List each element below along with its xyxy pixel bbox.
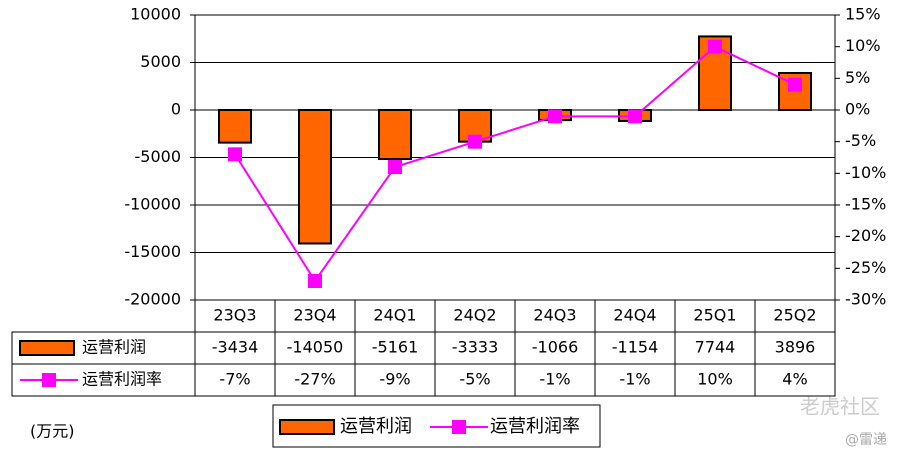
y-tick-label: 5000 bbox=[140, 52, 181, 71]
y-tick-label: 0 bbox=[171, 100, 181, 119]
table-cell: 10% bbox=[697, 370, 733, 389]
table-cell: 3896 bbox=[775, 338, 816, 357]
table-cell: -5161 bbox=[372, 338, 419, 357]
table-row-header: 运营利润 bbox=[82, 338, 146, 357]
table-cell: -14050 bbox=[287, 338, 344, 357]
x-tick-label: 24Q3 bbox=[533, 306, 576, 325]
table-cell: 4% bbox=[782, 370, 807, 389]
x-tick-label: 25Q2 bbox=[773, 306, 816, 325]
y2-tick-label: -30% bbox=[845, 290, 886, 309]
x-tick-label: 23Q3 bbox=[213, 306, 256, 325]
legend-label: 运营利润率 bbox=[490, 416, 580, 437]
bar bbox=[218, 109, 252, 144]
watermark: 老虎社区 bbox=[800, 395, 880, 419]
bar bbox=[378, 109, 412, 161]
legend-icon bbox=[452, 420, 466, 434]
table-cell: 7744 bbox=[695, 338, 736, 357]
table-cell: -1% bbox=[539, 370, 570, 389]
line-marker bbox=[628, 109, 642, 124]
y2-tick-label: -15% bbox=[845, 195, 886, 214]
y2-tick-label: 5% bbox=[845, 68, 870, 87]
y-tick-label: -5000 bbox=[135, 147, 182, 166]
line-marker bbox=[548, 109, 562, 124]
x-tick-label: 24Q1 bbox=[373, 306, 416, 325]
table-cell: -27% bbox=[294, 370, 335, 389]
credit: @雷递 bbox=[845, 432, 887, 448]
table-cell: -3434 bbox=[212, 338, 259, 357]
table-cell: -1% bbox=[619, 370, 650, 389]
bar bbox=[698, 35, 732, 111]
y2-tick-label: -20% bbox=[845, 226, 886, 245]
line-marker bbox=[788, 77, 802, 92]
table-cell: -3333 bbox=[452, 338, 499, 357]
table-cell: -1154 bbox=[612, 338, 659, 357]
y-tick-label: -10000 bbox=[124, 195, 181, 214]
y2-tick-label: -5% bbox=[845, 131, 876, 150]
legend-icon bbox=[42, 373, 56, 387]
y-tick-label: 10000 bbox=[130, 5, 181, 24]
x-tick-label: 24Q2 bbox=[453, 306, 496, 325]
line-marker bbox=[228, 147, 242, 162]
bar bbox=[298, 109, 332, 245]
table-row-header: 运营利润率 bbox=[82, 370, 162, 389]
x-tick-label: 24Q4 bbox=[613, 306, 656, 325]
x-tick-label: 25Q1 bbox=[693, 306, 736, 325]
line-marker bbox=[388, 160, 402, 174]
y2-tick-label: 0% bbox=[845, 100, 870, 119]
line-marker bbox=[308, 274, 322, 288]
table-cell: -7% bbox=[219, 370, 250, 389]
y2-tick-label: -25% bbox=[845, 258, 886, 277]
x-tick-label: 23Q4 bbox=[293, 306, 336, 325]
y2-tick-label: 10% bbox=[845, 36, 881, 55]
unit-note: (万元) bbox=[30, 422, 75, 441]
y-tick-label: -15000 bbox=[124, 242, 181, 261]
legend-label: 运营利润 bbox=[340, 416, 412, 437]
y-tick-label: -20000 bbox=[124, 290, 181, 309]
table-cell: -1066 bbox=[532, 338, 579, 357]
line-marker bbox=[468, 134, 482, 149]
line-marker bbox=[708, 39, 722, 54]
line bbox=[234, 45, 796, 283]
legend-icon bbox=[279, 419, 335, 435]
table-cell: -9% bbox=[379, 370, 410, 389]
y2-tick-label: 15% bbox=[845, 5, 881, 24]
table-cell: -5% bbox=[459, 370, 490, 389]
legend-icon bbox=[19, 340, 75, 356]
y2-tick-label: -10% bbox=[845, 163, 886, 182]
